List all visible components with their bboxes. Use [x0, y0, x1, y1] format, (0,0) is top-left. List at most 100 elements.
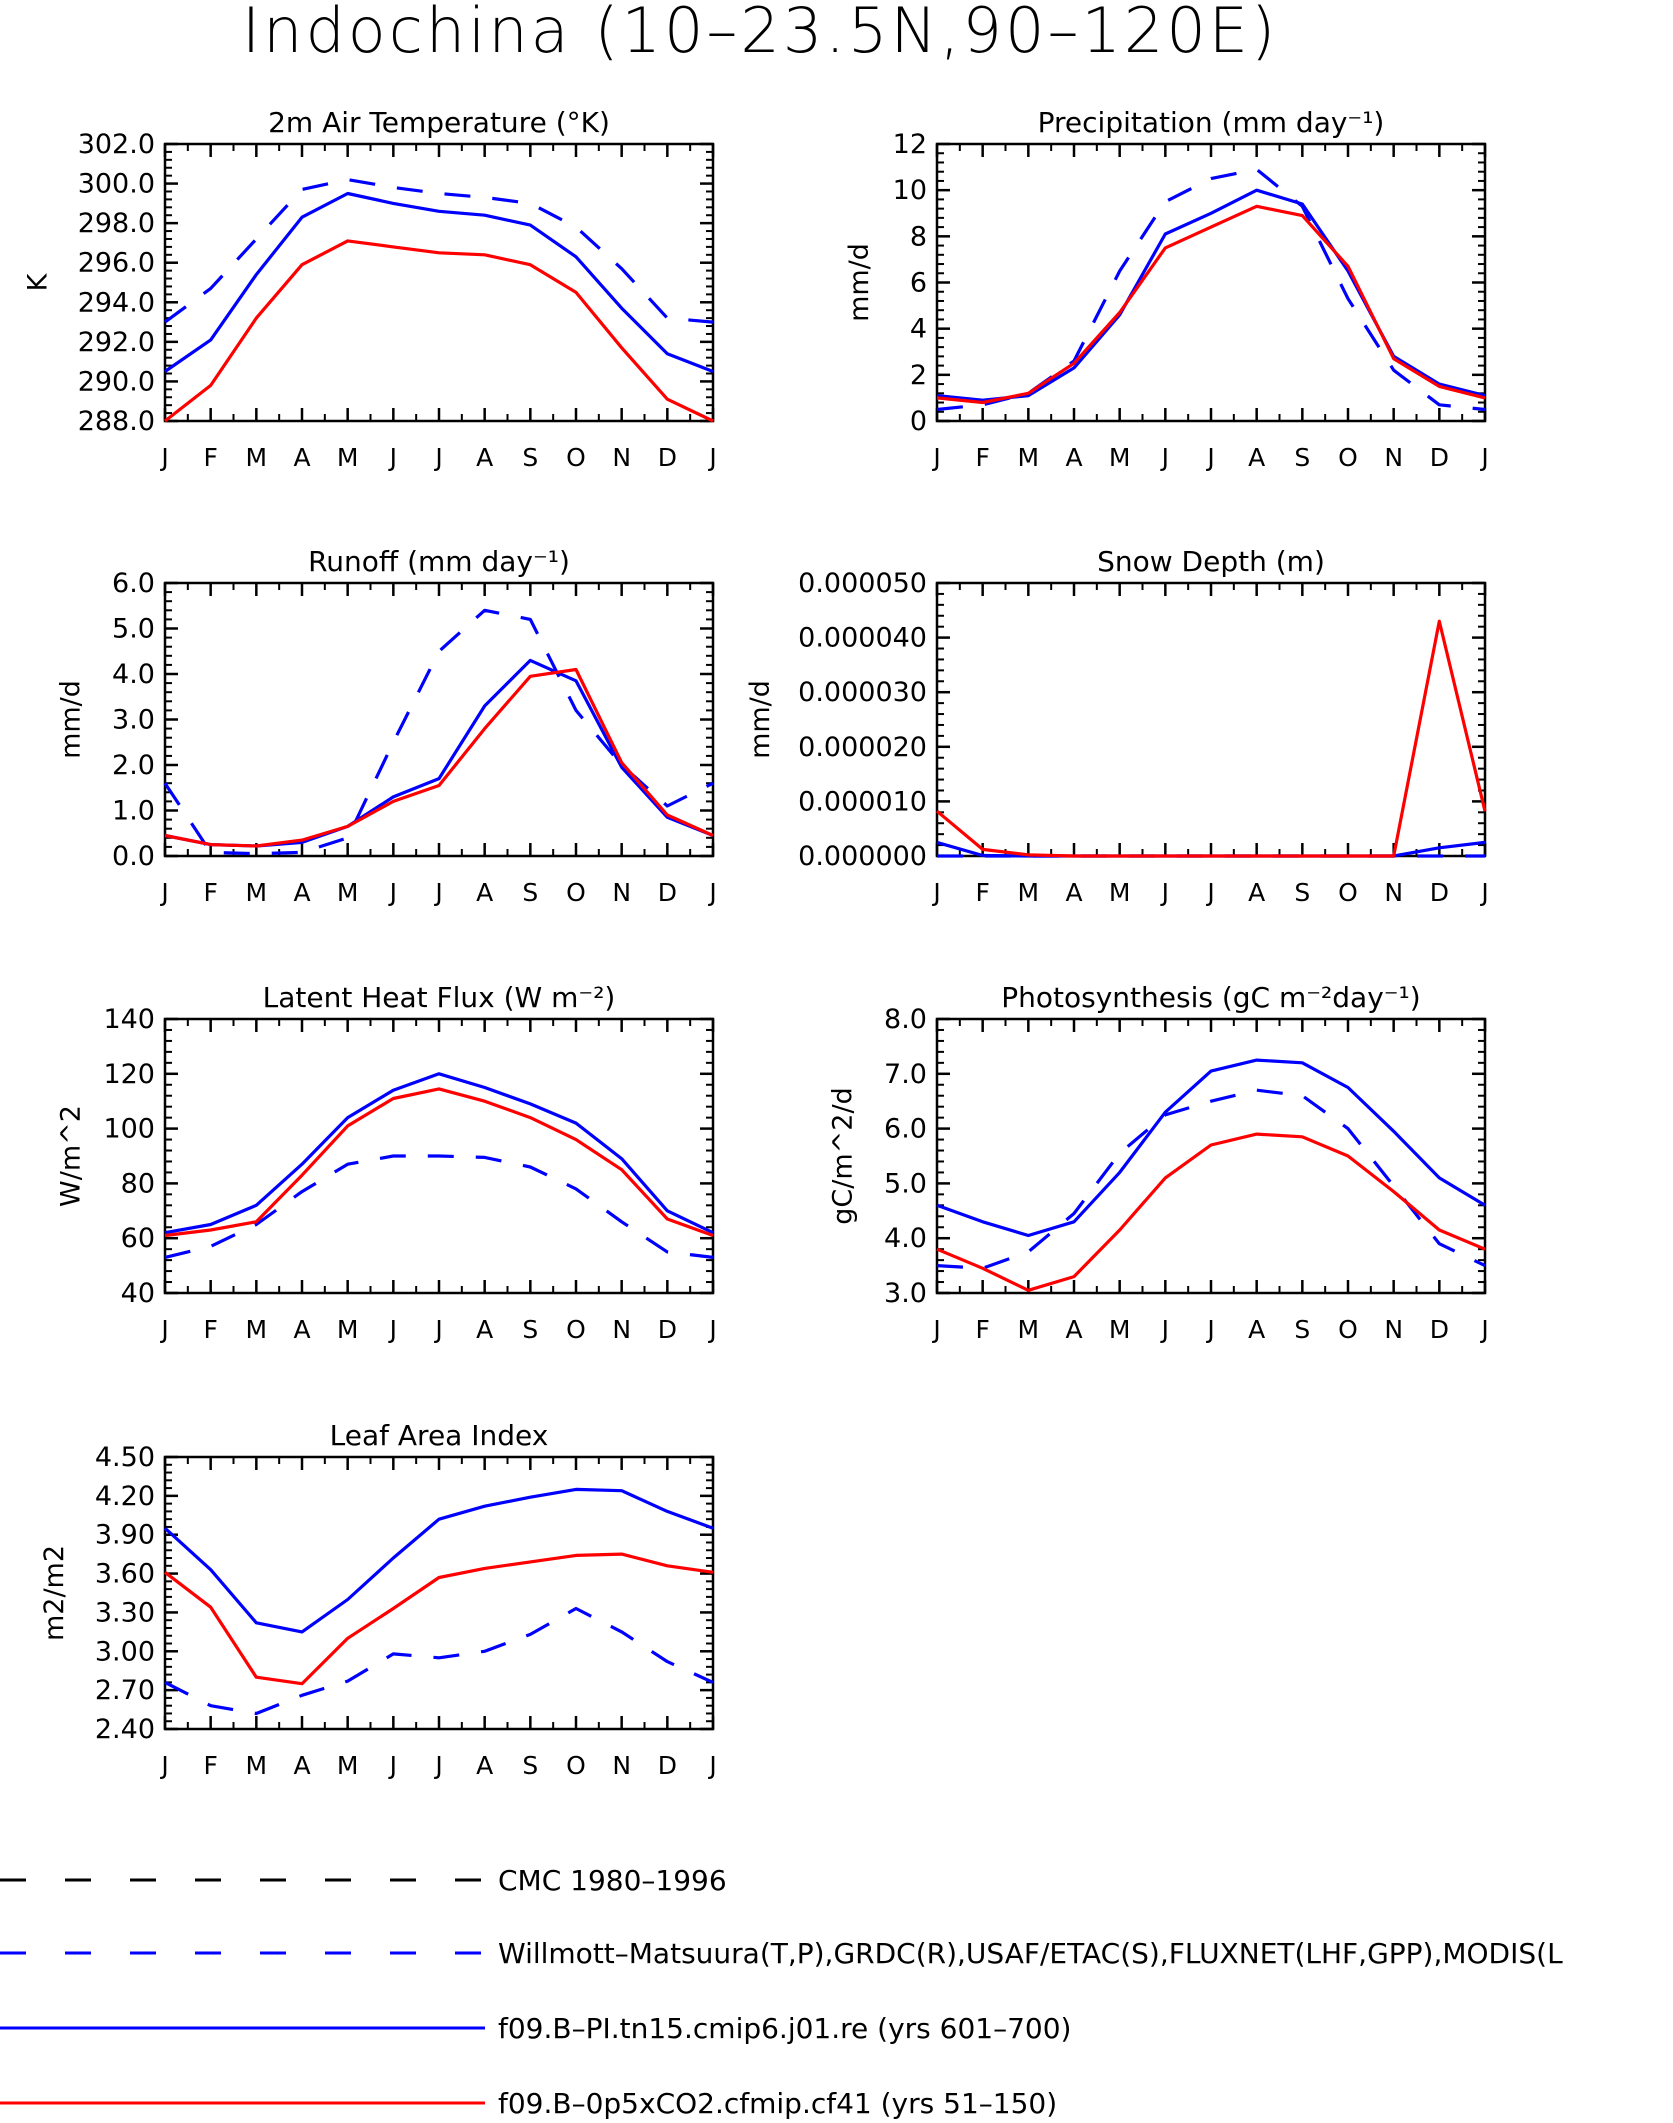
chart-title: Leaf Area Index	[330, 1419, 549, 1452]
y-tick-label: 290.0	[78, 366, 155, 397]
chart-panel-3: J F M A M J J A S O N D J0.01.02.03.04.05.06.0Runoff…	[56, 545, 717, 907]
y-tick-label: 3.90	[95, 1520, 155, 1551]
x-tick-label: A	[1065, 443, 1082, 472]
y-tick-label: 2	[910, 360, 927, 391]
x-tick-label: O	[566, 1751, 586, 1780]
y-axis-label: mm/d	[844, 243, 875, 322]
x-tick-label: J	[159, 1315, 168, 1344]
x-tick-label: M	[337, 878, 359, 907]
y-tick-label: 0.000000	[798, 841, 927, 872]
legend-label: f09.B–0p5xCO2.cfmip.cf41 (yrs 51–150)	[498, 2087, 1057, 2120]
x-tick-label: N	[612, 1315, 631, 1344]
x-tick-label: N	[612, 1751, 631, 1780]
y-tick-label: 8.0	[884, 1004, 927, 1035]
series-line-exp	[164, 239, 714, 423]
y-axis-label: mm/d	[745, 680, 776, 759]
y-tick-label: 6	[910, 268, 927, 299]
x-tick-label: J	[159, 878, 168, 907]
legend-item-exp: f09.B–0p5xCO2.cfmip.cf41 (yrs 51–150)	[0, 2087, 1057, 2120]
x-tick-label: J	[1205, 443, 1214, 472]
series-line-exp	[936, 1132, 1486, 1292]
y-tick-label: 288.0	[78, 406, 155, 437]
series-line-obs	[936, 167, 1486, 412]
y-tick-label: 10	[893, 175, 927, 206]
x-tick-label: M	[1109, 878, 1131, 907]
plot-frame	[935, 142, 1487, 423]
x-tick-label: S	[522, 878, 538, 907]
x-tick-label: A	[1248, 1315, 1265, 1344]
x-tick-label: M	[1018, 1315, 1040, 1344]
x-tick-label: M	[246, 1315, 268, 1344]
chart-title: Latent Heat Flux (W m⁻²)	[263, 981, 616, 1014]
series-line-obs	[164, 1606, 714, 1716]
legend-item-obs: Willmott–Matsuura(T,P),GRDC(R),USAF/ETAC…	[0, 1937, 1563, 1970]
y-tick-label: 296.0	[78, 248, 155, 279]
y-axis-label: mm/d	[56, 680, 87, 759]
y-tick-label: 298.0	[78, 208, 155, 239]
x-tick-label: J	[1160, 443, 1169, 472]
x-tick-label: J	[1160, 878, 1169, 907]
series-line-pi	[936, 188, 1486, 402]
y-tick-label: 7.0	[884, 1059, 927, 1090]
y-tick-label: 3.00	[95, 1636, 155, 1667]
x-tick-label: J	[1205, 878, 1214, 907]
x-tick-label: O	[566, 443, 586, 472]
series-line-exp	[164, 1552, 714, 1686]
plot-frame	[163, 142, 715, 423]
plot-frame	[163, 581, 715, 858]
y-tick-label: 0.000050	[798, 568, 927, 599]
x-tick-label: A	[476, 1315, 493, 1344]
x-tick-label: M	[1018, 443, 1040, 472]
y-tick-label: 12	[893, 129, 927, 160]
y-tick-label: 294.0	[78, 287, 155, 318]
y-axis-label: W/m^2	[56, 1105, 87, 1207]
x-tick-label: F	[975, 1315, 989, 1344]
x-tick-label: N	[612, 443, 631, 472]
series-line-pi	[936, 1058, 1486, 1238]
legend-item-cmc: CMC 1980–1996	[0, 1864, 727, 1897]
x-tick-label: J	[433, 878, 442, 907]
x-tick-label: A	[476, 878, 493, 907]
y-tick-label: 302.0	[78, 129, 155, 160]
x-tick-label: N	[1384, 878, 1403, 907]
y-tick-label: 2.70	[95, 1675, 155, 1706]
series-line-pi	[163, 1487, 714, 1634]
x-tick-label: M	[1018, 878, 1040, 907]
x-tick-label: A	[1065, 1315, 1082, 1344]
x-tick-label: J	[707, 1315, 716, 1344]
x-tick-label: M	[246, 878, 268, 907]
x-tick-label: M	[246, 443, 268, 472]
y-axis-label: gC/m^2/d	[828, 1087, 859, 1224]
y-tick-label: 2.40	[95, 1714, 155, 1745]
x-tick-label: M	[337, 1751, 359, 1780]
x-tick-label: J	[388, 1315, 397, 1344]
x-tick-label: M	[337, 443, 359, 472]
y-tick-label: 3.0	[112, 705, 155, 736]
x-tick-label: O	[1338, 443, 1358, 472]
series-line-obs	[164, 1154, 714, 1259]
series-line-exp	[935, 619, 1487, 858]
x-tick-label: J	[1205, 1315, 1214, 1344]
y-tick-label: 120	[103, 1059, 155, 1090]
y-tick-label: 0.0	[112, 841, 155, 872]
chart-title: 2m Air Temperature (°K)	[268, 106, 610, 139]
x-tick-label: O	[566, 1315, 586, 1344]
x-tick-label: A	[1065, 878, 1082, 907]
y-tick-label: 1.0	[112, 796, 155, 827]
legend-label: f09.B–PI.tn15.cmip6.j01.re (yrs 601–700)	[498, 2012, 1071, 2045]
y-tick-label: 4.0	[884, 1223, 927, 1254]
legend-label: CMC 1980–1996	[498, 1864, 727, 1897]
series-line-exp	[936, 204, 1486, 405]
y-tick-label: 2.0	[112, 750, 155, 781]
page-title: Indochina (10–23.5N,90–120E)	[242, 0, 1278, 67]
chart-panel-6: J F M A M J J A S O N D J3.04.05.06.07.08.0Photosynt…	[828, 981, 1489, 1344]
x-tick-label: J	[433, 1315, 442, 1344]
plot-frame	[935, 1017, 1487, 1295]
x-tick-label: A	[1248, 878, 1265, 907]
x-tick-label: J	[433, 443, 442, 472]
x-tick-label: M	[246, 1751, 268, 1780]
y-axis-label: K	[23, 272, 54, 291]
chart-panel-1: J F M A M J J A S O N D J288.0290.0292.0294.0296.029…	[23, 106, 717, 472]
x-tick-label: O	[1338, 878, 1358, 907]
